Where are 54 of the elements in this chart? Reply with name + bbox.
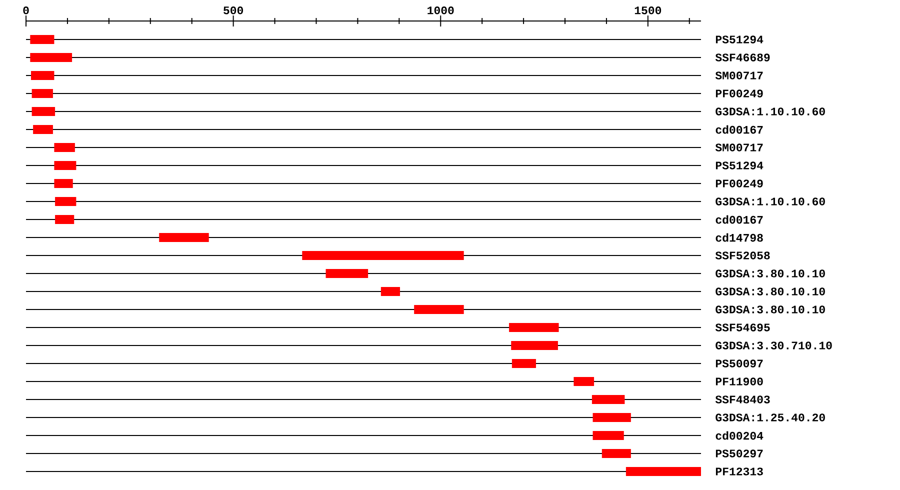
y-tick-label: G3DSA:1.25.40.20	[716, 414, 825, 422]
y-tick-label: PS50097	[716, 360, 763, 368]
bar	[574, 376, 594, 386]
bar	[602, 448, 631, 458]
bar	[32, 88, 53, 98]
y-tick-label: cd00167	[716, 125, 763, 134]
y-tick-label: G3DSA:3.80.10.10	[716, 270, 825, 278]
bar	[159, 232, 209, 242]
y-tick-label: cd14798	[716, 233, 763, 242]
y-tick-label: SM00717	[715, 144, 763, 152]
x-tick-label: 1500	[634, 6, 662, 14]
y-tick-label: SM00717	[715, 72, 763, 80]
bar	[302, 250, 464, 260]
bar	[55, 196, 76, 206]
y-tick-label: G3DSA:1.10.10.60	[716, 198, 825, 206]
x-tick-label: 500	[224, 6, 244, 14]
bar	[626, 466, 701, 476]
bar	[54, 142, 75, 152]
y-tick-label: PF11900	[716, 378, 763, 386]
y-tick-label: SSF54695	[715, 324, 770, 332]
y-tick-label: cd00204	[716, 431, 764, 440]
bar	[55, 214, 74, 224]
bar	[33, 124, 53, 134]
bar	[592, 412, 631, 422]
y-tick-label: SSF52058	[715, 252, 770, 260]
bar	[30, 34, 54, 44]
bar	[380, 286, 400, 296]
bar	[511, 340, 558, 350]
y-tick-label: PF00249	[716, 180, 763, 188]
bar	[326, 268, 368, 278]
x-tick-label: 0	[23, 6, 29, 14]
y-tick-label: PF12313	[716, 468, 763, 476]
y-tick-label: G3DSA:1.10.10.60	[716, 108, 825, 116]
bar	[30, 52, 72, 62]
bar	[509, 322, 559, 332]
bar	[592, 394, 625, 404]
y-tick-label: SSF48403	[715, 396, 770, 404]
bar	[54, 178, 73, 188]
bar	[592, 430, 624, 440]
y-tick-label: G3DSA:3.80.10.10	[716, 288, 825, 296]
y-tick-label: PF00249	[716, 90, 763, 98]
y-tick-label: G3DSA:3.80.10.10	[716, 306, 825, 314]
y-tick-label: PS50297	[716, 450, 763, 458]
bar	[512, 358, 536, 368]
bar	[54, 160, 76, 170]
y-tick-label: PS51294	[716, 162, 764, 170]
y-tick-label: cd00167	[716, 215, 763, 224]
x-tick-label: 1000	[428, 6, 454, 14]
y-tick-label: G3DSA:3.30.710.10	[716, 342, 832, 350]
bar	[30, 70, 54, 80]
bar	[32, 106, 56, 116]
bar	[414, 304, 464, 314]
y-tick-label: PS51294	[716, 36, 764, 44]
y-tick-label: SSF46689	[715, 54, 770, 62]
